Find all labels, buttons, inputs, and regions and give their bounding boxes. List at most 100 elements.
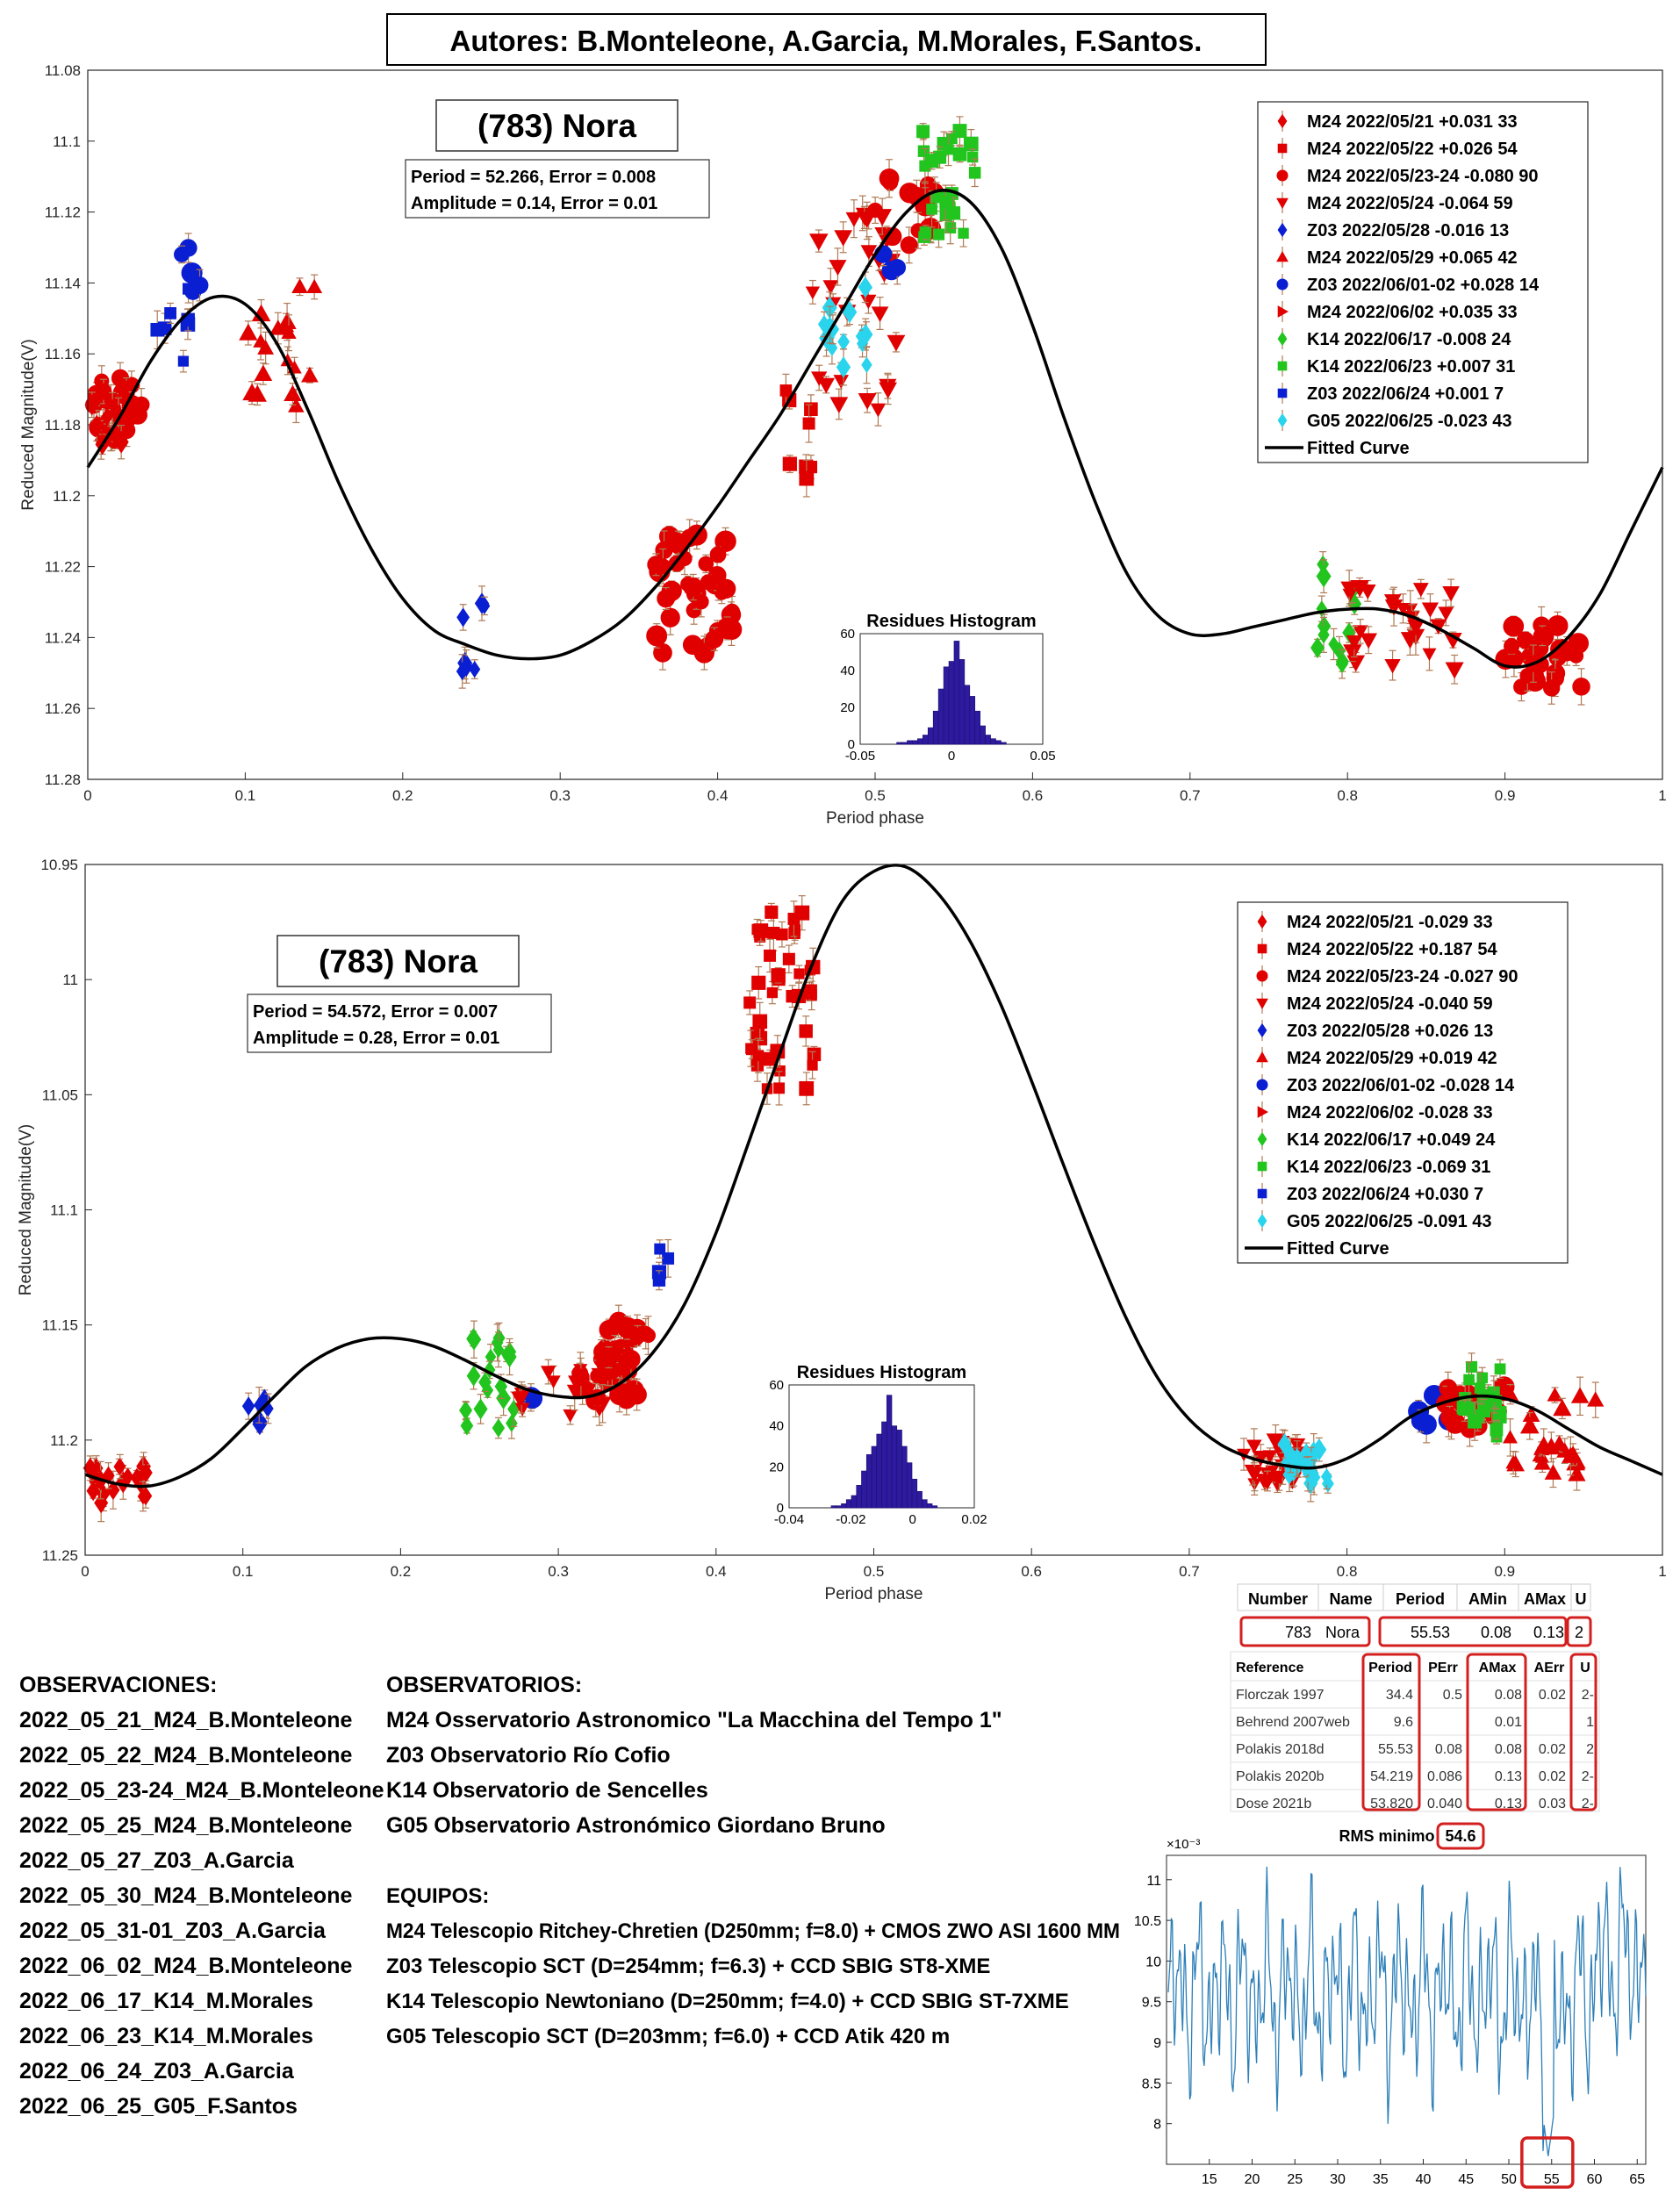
- data-point: [164, 307, 176, 319]
- rms-y-tick-label: 9.5: [1142, 1996, 1161, 2011]
- data-point: [943, 144, 954, 155]
- histogram-bar: [906, 1462, 913, 1509]
- data-point: [836, 356, 851, 378]
- data-point: [174, 246, 190, 262]
- legend-marker: [1277, 143, 1288, 154]
- histogram-bar: [964, 685, 971, 745]
- histogram-title: Residues Histogram: [866, 612, 1036, 631]
- data-point: [932, 228, 945, 240]
- data-point: [646, 625, 668, 647]
- data-point: [766, 986, 779, 999]
- observaciones-title: OBSERVACIONES:: [19, 1673, 218, 1697]
- reference-cell: 1: [1586, 1715, 1594, 1730]
- y-tick-label: 11.1: [50, 1202, 78, 1219]
- data-point: [1543, 679, 1561, 697]
- data-point: [926, 203, 937, 215]
- reference-cell: 0.040: [1427, 1797, 1462, 1811]
- reference-cell: 2: [1586, 1742, 1594, 1757]
- legend-marker: [1257, 1106, 1269, 1118]
- data-point: [494, 1376, 508, 1396]
- histogram-bar: [926, 1503, 933, 1509]
- data-point: [652, 1273, 666, 1287]
- data-point: [807, 1047, 822, 1062]
- data-point: [716, 617, 738, 640]
- histogram-y-tick: 60: [769, 1378, 784, 1393]
- reference-header: AErr: [1534, 1661, 1565, 1675]
- x-tick-label: 0.7: [1180, 787, 1201, 804]
- reference-cell: 2-: [1582, 1797, 1594, 1811]
- histogram-bar: [896, 742, 902, 745]
- histogram-title: Residues Histogram: [797, 1363, 966, 1382]
- rms-x-tick-label: 40: [1416, 2172, 1432, 2187]
- reference-cell: 54.219: [1370, 1769, 1413, 1784]
- reference-cell: 0.01: [1495, 1715, 1522, 1730]
- observacion-item: 2022_05_30_M24_B.Monteleone: [19, 1883, 352, 1908]
- data-point: [1547, 1387, 1563, 1402]
- x-tick-label: 0.2: [391, 1563, 412, 1580]
- summary-table: Number Name Period AMin AMax U 783 Nora 55.53 0.0…: [1237, 1583, 1592, 1647]
- data-point: [1533, 627, 1551, 644]
- table-header-cell: [1518, 1583, 1572, 1611]
- lightcurve-chart-1: 0 0.1 0.2 0.3 0.4 0.5 0.6 0.7 0.8 0.9 1 11.08 11.1 11…: [19, 62, 1667, 828]
- equipo-item: G05 Telescopio SCT (D=203mm; f=6.0) + CC…: [386, 2025, 950, 2048]
- data-point: [89, 414, 104, 437]
- data-point: [939, 196, 952, 209]
- y-tick-label: 11.14: [45, 275, 81, 291]
- legend-marker: [1277, 361, 1288, 371]
- highlight-box: [1436, 1822, 1485, 1850]
- y-tick-label: 11.25: [42, 1547, 78, 1564]
- data-point: [752, 1050, 765, 1062]
- histogram-y-tick: 0: [848, 737, 855, 752]
- data-point: [150, 322, 164, 337]
- table-header-cell: [1317, 1583, 1384, 1611]
- data-point: [858, 276, 872, 298]
- data-point: [241, 1396, 255, 1417]
- lightcurve-chart-2: 0 0.1 0.2 0.3 0.4 0.5 0.6 0.7 0.8 0.9 1 10.95 11 11.0…: [17, 857, 1667, 1603]
- table-header: Period: [1396, 1590, 1445, 1608]
- legend-entry: M24 2022/06/02 -0.028 33: [1287, 1103, 1493, 1123]
- data-point: [1572, 678, 1590, 696]
- data-point: [1474, 1382, 1486, 1394]
- data-point: [705, 629, 724, 649]
- y-axis-label: Reduced Magnitude(V): [19, 339, 38, 510]
- table-cell: Nora: [1325, 1624, 1361, 1641]
- fitted-curve: [84, 864, 1663, 1488]
- data-point: [1320, 1467, 1332, 1486]
- data-point: [1544, 1464, 1562, 1480]
- legend-entry: M24 2022/05/22 +0.187 54: [1287, 940, 1498, 959]
- data-point: [291, 278, 308, 294]
- highlight-box: [1361, 1653, 1421, 1811]
- data-point: [871, 306, 889, 323]
- histogram-bar: [1001, 742, 1007, 745]
- data-point: [540, 1366, 556, 1380]
- data-point: [1541, 1437, 1562, 1455]
- data-point: [888, 259, 906, 276]
- legend-marker: [1256, 970, 1268, 982]
- equipos-block: EQUIPOS: M24 Telescopio Ritchey-Chretien…: [386, 1884, 1120, 2048]
- data-point: [239, 323, 258, 341]
- histogram-bar: [856, 1485, 862, 1509]
- reference-header: Reference: [1236, 1661, 1303, 1675]
- data-point: [546, 1375, 561, 1389]
- rms-x-tick-label: 15: [1202, 2172, 1217, 2187]
- reference-cell: 53.820: [1370, 1797, 1413, 1811]
- data-point: [861, 356, 872, 374]
- reference-header: U: [1580, 1661, 1590, 1675]
- data-point: [1360, 633, 1378, 649]
- data-point: [829, 260, 847, 276]
- y-tick-label: 11.24: [45, 629, 81, 646]
- data-point: [177, 355, 190, 367]
- data-point: [627, 1384, 647, 1405]
- legend-marker: [1276, 197, 1289, 210]
- data-point: [1383, 594, 1402, 610]
- table-cell: 783: [1285, 1624, 1311, 1641]
- data-point: [1350, 580, 1369, 598]
- authors-text: Autores: B.Monteleone, A.Garcia, M.Moral…: [450, 25, 1203, 57]
- data-point: [1494, 1363, 1506, 1375]
- x-axis-label: Period phase: [825, 1585, 923, 1603]
- data-point: [709, 546, 727, 563]
- data-point: [787, 912, 801, 925]
- x-tick-label: 0.3: [549, 787, 571, 804]
- rms-exponent: ×10⁻³: [1167, 1837, 1200, 1852]
- legend-marker: [1257, 1131, 1267, 1147]
